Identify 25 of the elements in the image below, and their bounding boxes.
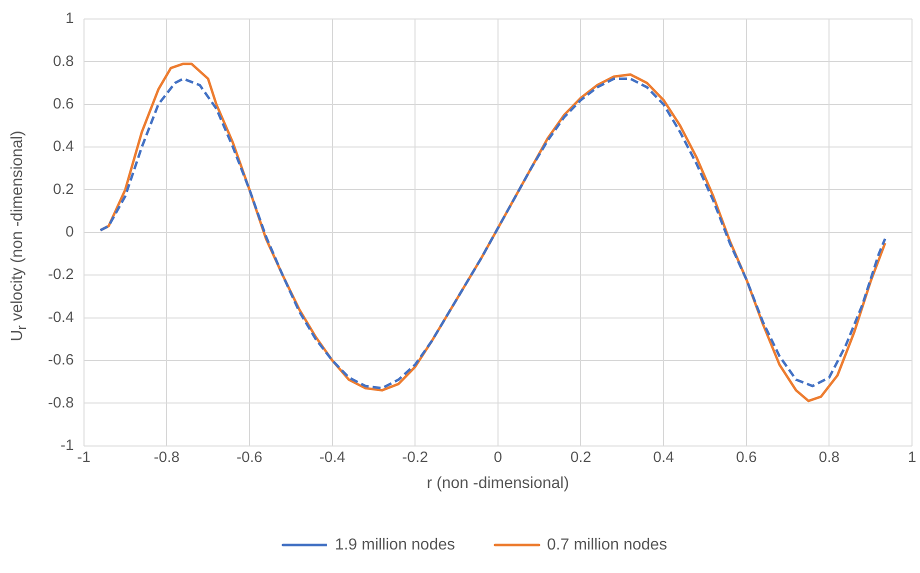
- y-tick-label: -0.4: [48, 308, 74, 326]
- x-tick-label: 0.4: [653, 448, 674, 466]
- x-tick-label: -0.6: [236, 448, 262, 466]
- x-tick-label: 0.6: [736, 448, 757, 466]
- y-tick-label: -0.6: [48, 352, 74, 369]
- x-tick-label: 1: [908, 448, 916, 466]
- y-tick-label: 0.4: [52, 138, 74, 156]
- y-tick-label: 0.6: [52, 96, 74, 112]
- x-tick-label: -0.2: [402, 448, 428, 466]
- y-tick-label: 1: [66, 10, 74, 28]
- x-tick-label: -0.4: [319, 448, 346, 466]
- x-tick-label: 0: [494, 448, 502, 466]
- y-tick-label: 0.2: [52, 180, 74, 198]
- x-tick-label: -1: [77, 448, 91, 466]
- legend-label: 0.7 million nodes: [547, 536, 668, 554]
- x-axis-title: r (non -dimensional): [426, 474, 570, 492]
- y-tick-label: -0.8: [48, 394, 74, 412]
- y-tick-label: -0.2: [48, 266, 74, 284]
- x-tick-label: 0.8: [818, 448, 840, 466]
- x-tick-label: 0.2: [570, 448, 592, 466]
- y-tick-label: -1: [60, 436, 74, 454]
- y-tick-label: 0: [66, 224, 74, 241]
- legend-label: 1.9 million nodes: [334, 536, 456, 554]
- y-tick-label: 0.8: [52, 52, 74, 70]
- x-tick-label: -0.8: [154, 448, 180, 466]
